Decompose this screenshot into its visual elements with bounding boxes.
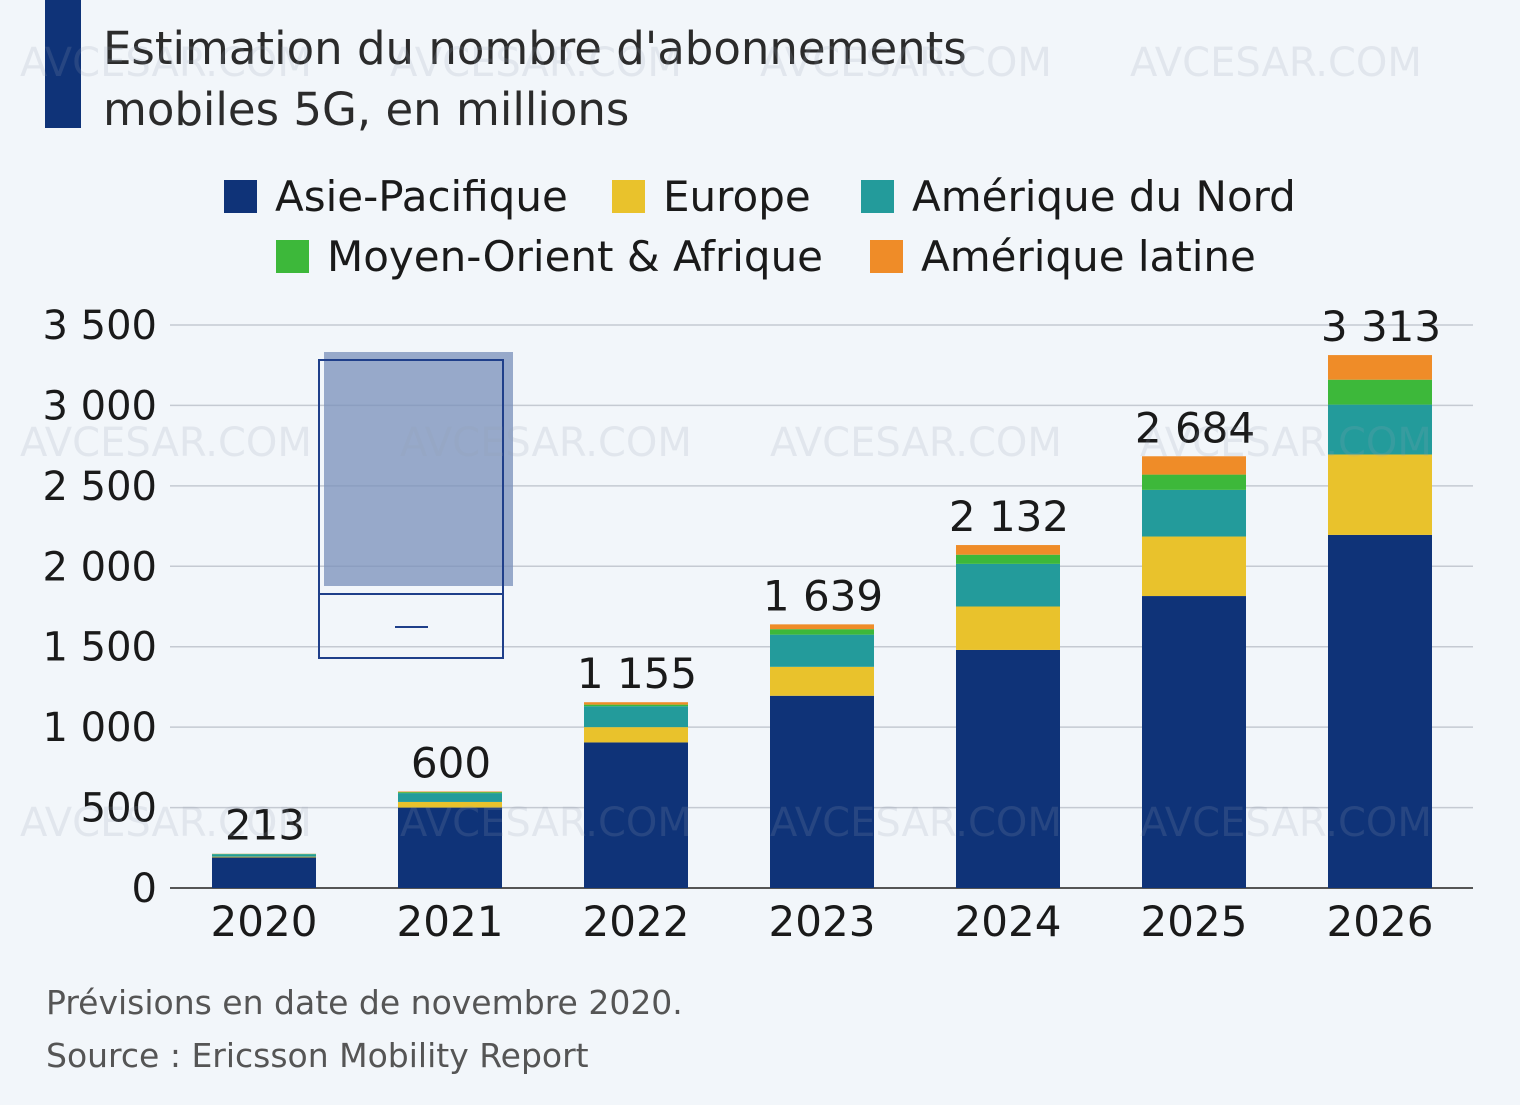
bar-segment-am-rique-latine: [770, 624, 874, 630]
y-tick-label: 3 000: [42, 383, 157, 429]
bar-segment-europe: [584, 727, 688, 743]
legend-item-moyen-orient-afrique: Moyen-Orient & Afrique: [276, 228, 823, 284]
y-tick-label: 0: [132, 866, 157, 912]
legend-item-europe: Europe: [612, 168, 811, 224]
bar-total-label: 600: [411, 738, 491, 787]
footnote-forecast: Prévisions en date de novembre 2020.: [46, 983, 683, 1022]
bar-segment-am-rique-du-nord: [1328, 404, 1432, 455]
legend-item-asie-pacifique: Asie-Pacifique: [224, 168, 568, 224]
x-tick-label: 2026: [1327, 897, 1434, 946]
bar-total-label: 3 313: [1321, 302, 1441, 351]
bar-total-label: 2 132: [949, 492, 1069, 541]
legend-swatch-moyen-orient-afrique: [276, 239, 309, 273]
bar-total-label: 1 155: [577, 649, 697, 698]
title-line-1: Estimation du nombre d'abonnements: [103, 22, 967, 75]
bar-segment-am-rique-latine: [956, 545, 1060, 555]
bar-segment-asie-pacifique: [1328, 534, 1432, 888]
bar-segment-moyen-orient-afrique: [1142, 474, 1246, 490]
legend-swatch-europe: [612, 179, 645, 213]
bar-segment-moyen-orient-afrique: [1328, 379, 1432, 405]
x-tick-label: 2020: [211, 897, 318, 946]
bar-segment-asie-pacifique: [398, 807, 502, 888]
bar-segment-asie-pacifique: [770, 695, 874, 888]
bar-segment-am-rique-du-nord: [1142, 489, 1246, 537]
bar-segment-am-rique-latine: [1142, 456, 1246, 475]
ad-placeholder-fill: [324, 352, 513, 586]
legend-label: Asie-Pacifique: [275, 171, 568, 221]
title-accent-bar: [45, 0, 81, 128]
bar-segment-asie-pacifique: [584, 742, 688, 888]
title-line-2: mobiles 5G, en millions: [103, 83, 630, 136]
legend-label: Europe: [663, 171, 811, 221]
bars-layer: [212, 355, 1432, 888]
legend-item-amerique-du-nord: Amérique du Nord: [861, 168, 1296, 224]
y-tick-label: 1 500: [42, 625, 157, 671]
y-tick-label: 1 000: [42, 705, 157, 751]
bar-segment-europe: [770, 666, 874, 696]
bar-segment-am-rique-latine: [398, 791, 502, 793]
legend-label: Moyen-Orient & Afrique: [327, 231, 824, 281]
bar-segment-moyen-orient-afrique: [956, 554, 1060, 564]
bar-segment-am-rique-du-nord: [398, 793, 502, 802]
x-tick-label: 2022: [583, 897, 690, 946]
x-tick-label: 2025: [1141, 897, 1248, 946]
bar-segment-europe: [398, 801, 502, 808]
bar-segment-europe: [212, 856, 316, 858]
ad-placeholder-divider: [318, 593, 504, 595]
bar-segment-moyen-orient-afrique: [770, 629, 874, 635]
y-tick-label: 3 500: [42, 303, 157, 349]
ad-placeholder-frame: [318, 359, 504, 659]
bar-segment-europe: [1142, 536, 1246, 597]
bar-segment-am-rique-du-nord: [956, 563, 1060, 607]
x-tick-label: 2021: [397, 897, 504, 946]
legend-swatch-amerique-latine: [870, 239, 903, 273]
legend-label: Amérique du Nord: [912, 171, 1296, 221]
bar-segment-am-rique-du-nord: [770, 634, 874, 667]
bar-segment-am-rique-latine: [584, 702, 688, 705]
ad-placeholder-dash: [395, 626, 428, 628]
legend-item-amerique-latine: Amérique latine: [870, 228, 1256, 284]
legend-row-2: Moyen-Orient & Afrique Amérique latine: [0, 228, 1520, 284]
y-tick-label: 2 500: [42, 464, 157, 510]
bar-segment-moyen-orient-afrique: [398, 792, 502, 794]
x-tick-label: 2023: [769, 897, 876, 946]
bar-total-label: 213: [225, 801, 305, 850]
legend-label: Amérique latine: [921, 231, 1256, 281]
bar-segment-asie-pacifique: [212, 857, 316, 888]
bar-segment-asie-pacifique: [956, 649, 1060, 888]
bar-total-label: 2 684: [1135, 403, 1255, 452]
bar-segment-am-rique-latine: [1328, 355, 1432, 380]
legend-swatch-amerique-du-nord: [861, 179, 894, 213]
chart-title: Estimation du nombre d'abonnements mobil…: [103, 18, 1103, 140]
labels-layer: 0 500 1 000 1 500 2 000 2 500 3 000 3 500 213 202…: [42, 302, 1441, 946]
y-tick-label: 2 000: [42, 544, 157, 590]
x-tick-label: 2024: [955, 897, 1062, 946]
bar-total-label: 1 639: [763, 571, 883, 620]
bar-segment-am-rique-du-nord: [584, 706, 688, 728]
bar-segment-asie-pacifique: [1142, 596, 1246, 888]
legend-row-1: Asie-Pacifique Europe Amérique du Nord: [0, 168, 1520, 224]
bar-segment-moyen-orient-afrique: [584, 704, 688, 707]
bar-segment-europe: [1328, 454, 1432, 535]
footnote-source: Source : Ericsson Mobility Report: [46, 1036, 589, 1075]
legend-swatch-asie-pacifique: [224, 179, 257, 213]
bar-segment-europe: [956, 606, 1060, 650]
bar-segment-am-rique-du-nord: [212, 854, 316, 857]
y-tick-label: 500: [81, 786, 157, 832]
